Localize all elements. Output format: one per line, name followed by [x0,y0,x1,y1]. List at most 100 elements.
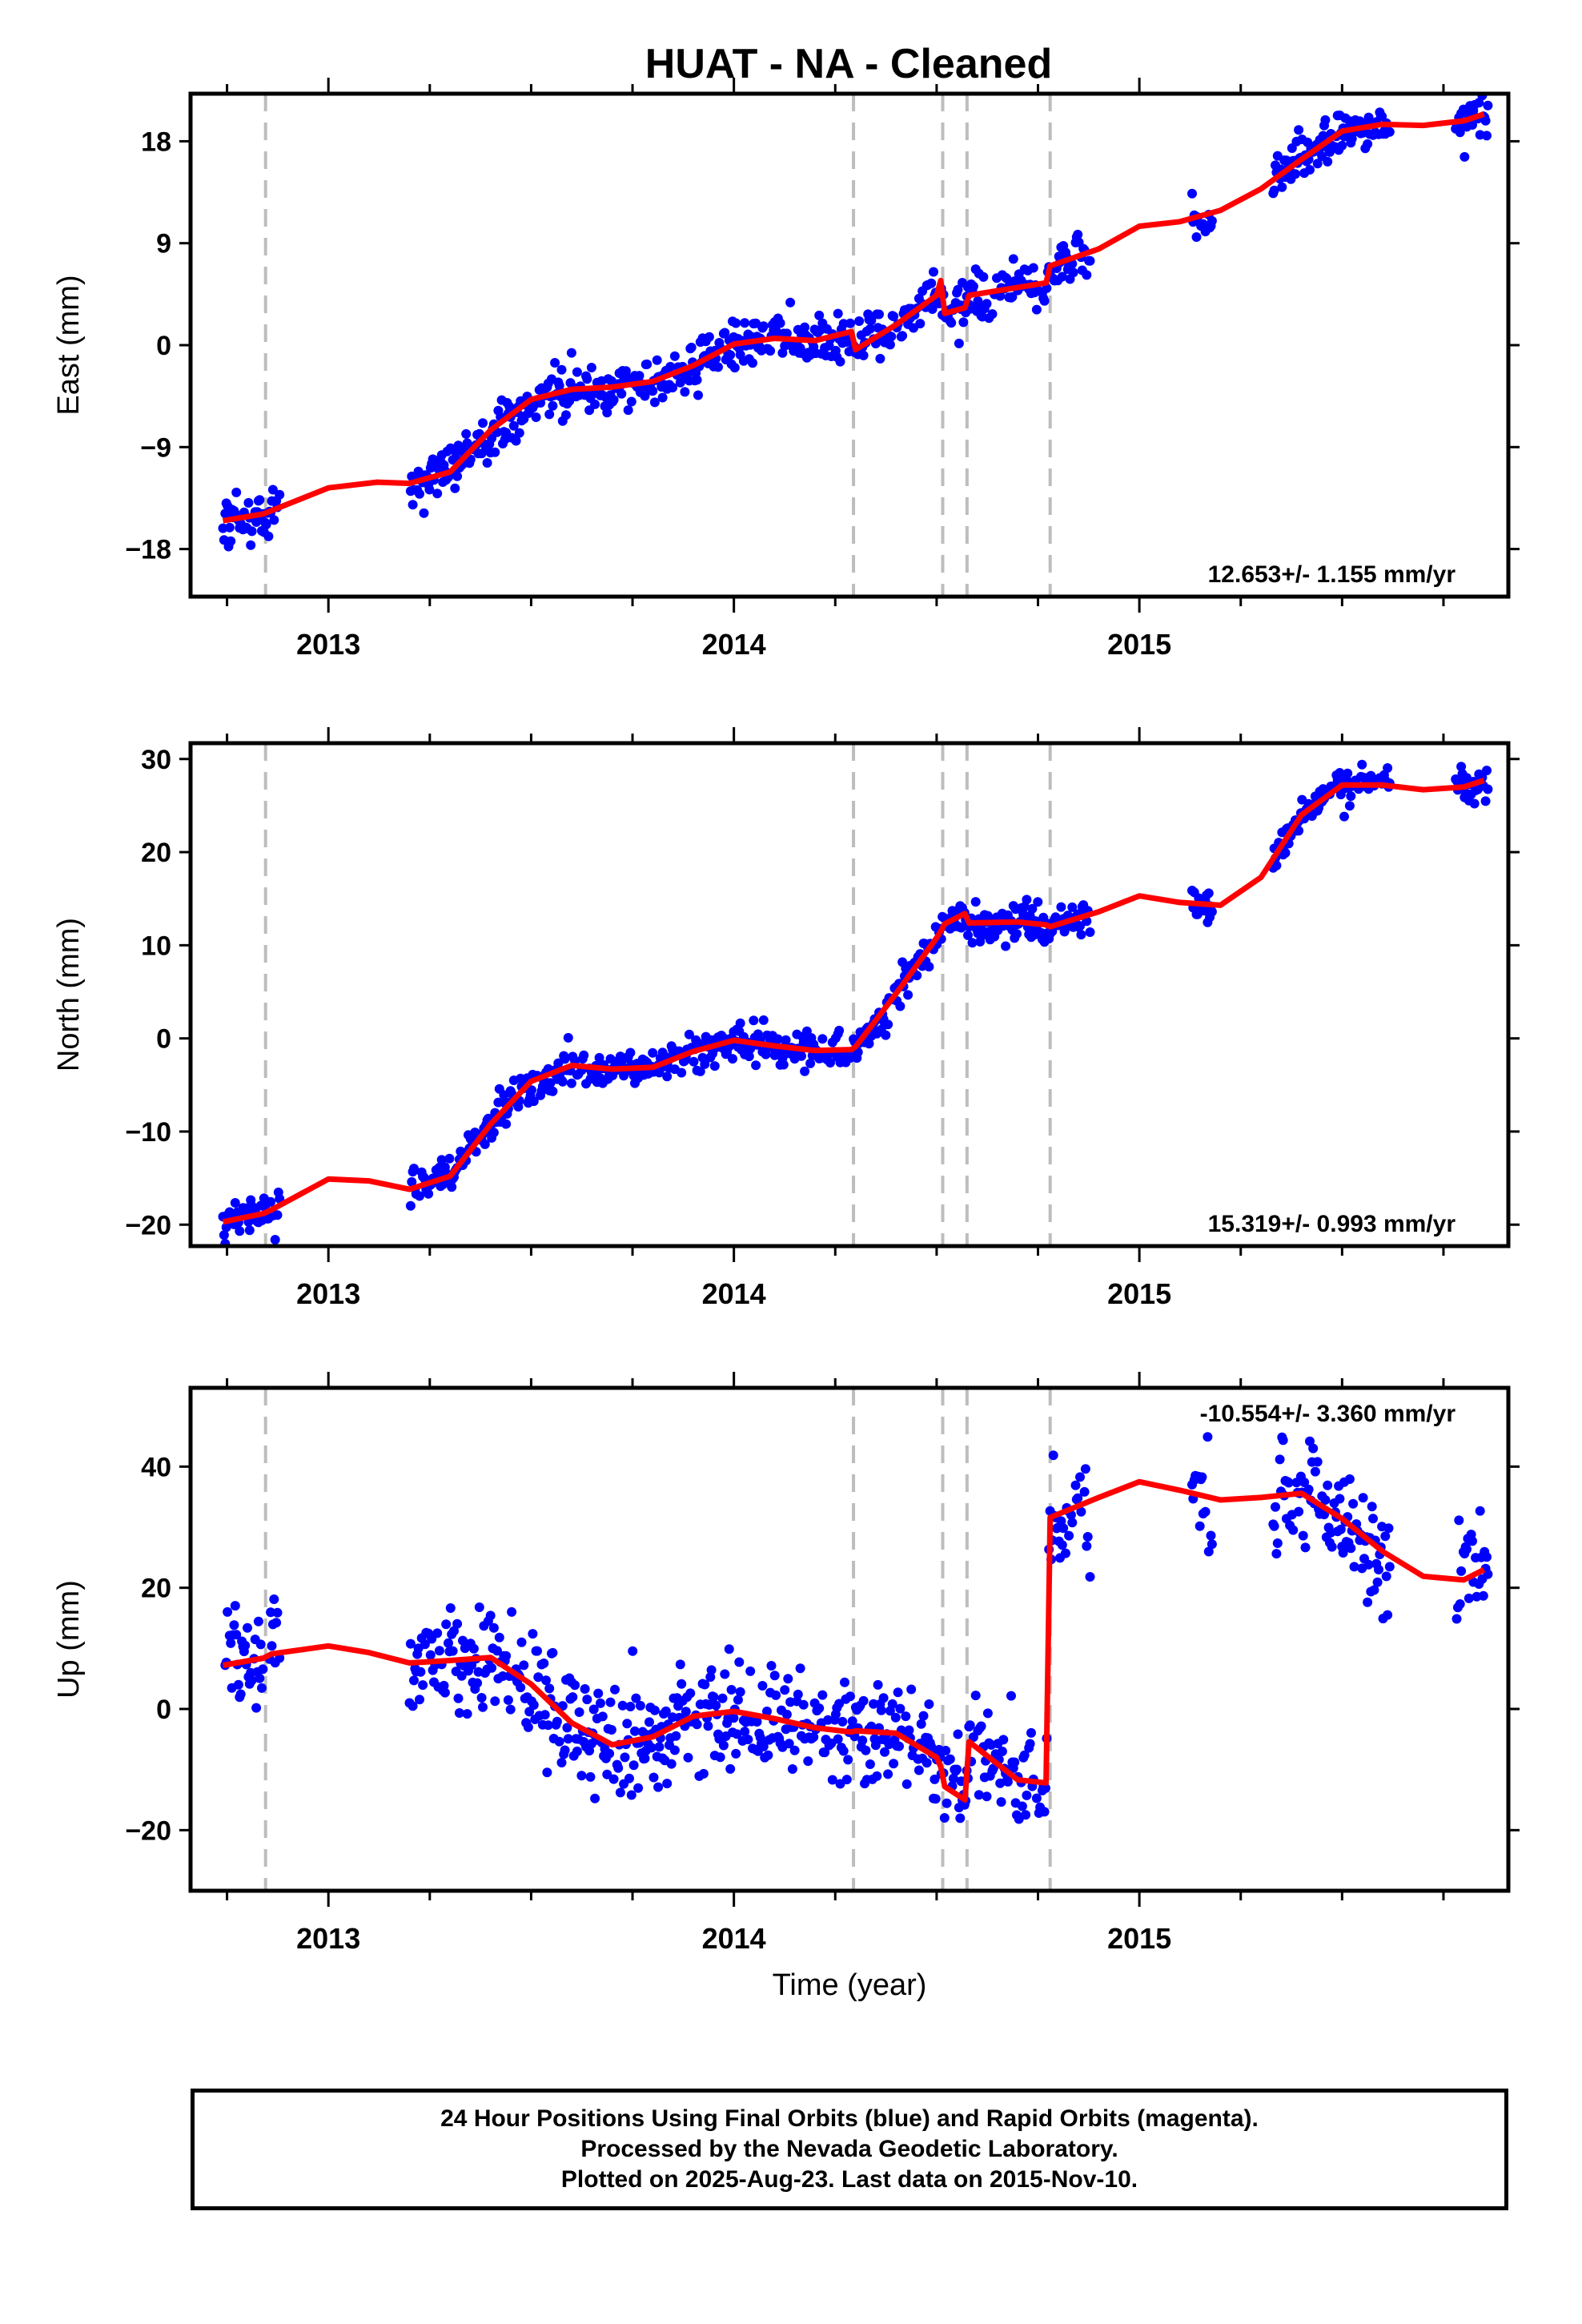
observation-point [498,1671,508,1681]
y-tick-label: 9 [156,229,171,259]
observation-point [733,1695,743,1705]
observation-point [803,1756,813,1767]
observation-point [725,1763,736,1774]
observation-point [405,1638,416,1649]
observation-point [408,500,418,510]
observation-point [987,309,998,320]
x-tick-label: 2013 [296,1922,360,1955]
observation-point [1207,1539,1217,1550]
observation-point [617,1700,628,1711]
observation-point [231,487,242,497]
observation-point [550,358,560,368]
observation-point [873,1679,883,1690]
observation-point [528,1700,539,1710]
observation-point [1346,1543,1356,1554]
observation-point [729,363,740,373]
observation-point [269,515,279,525]
observation-point [640,391,650,401]
observation-point [880,1747,889,1757]
observation-point [554,380,564,391]
observation-point [927,304,938,314]
observation-point [1483,100,1493,111]
observation-point [783,1674,793,1684]
observation-point [996,1797,1006,1807]
observation-point [476,1693,487,1703]
observation-point [1079,1486,1090,1497]
observation-point [766,1661,777,1671]
observation-point [1369,1585,1379,1595]
observation-point [955,1813,966,1823]
observation-point [958,317,969,328]
observation-point [272,1210,283,1220]
observation-point [1082,1532,1093,1542]
observation-point [713,362,723,372]
observation-point [608,395,619,405]
observation-point [706,1665,717,1675]
observation-point [709,1692,719,1702]
observation-point [775,318,785,328]
y-axis-label: Up (mm) [52,1580,86,1699]
observation-point [861,1745,871,1755]
observation-point [590,1793,600,1803]
observation-point [1383,1610,1393,1620]
observation-point [865,1759,875,1769]
x-tick-label: 2015 [1107,1922,1171,1955]
observation-point [1312,159,1323,169]
observation-point [1085,255,1095,266]
panel-2: −20 −10 0 10 20 30 2013 2014 2015 North (mm) 15.31… [52,727,1520,1310]
observation-point [257,1683,267,1693]
observation-point [523,1722,533,1732]
observation-point [858,1695,869,1706]
x-tick-label: 2013 [296,628,360,661]
observation-point [881,1030,891,1040]
observation-point [924,962,934,972]
observation-point [631,1693,641,1703]
observation-point [965,1720,975,1731]
observation-point [1337,140,1347,151]
observation-point [833,1734,843,1744]
observation-point [793,1689,803,1699]
observation-point [1070,1480,1081,1490]
observation-point [769,1671,780,1681]
observation-point [887,1699,897,1709]
observation-point [1308,1443,1319,1454]
observation-point [622,1719,632,1729]
observation-point [903,990,913,1000]
observation-point [544,1683,555,1694]
observation-point [436,1155,447,1165]
y-tick-label: −20 [125,1815,171,1846]
footer-line-2: Processed by the Nevada Geodetic Laborat… [580,2136,1118,2162]
observation-point [838,1746,849,1756]
observation-point [1482,1552,1492,1562]
observation-point [540,1710,550,1720]
observation-point [781,1709,792,1719]
observation-point [1346,791,1356,802]
observation-point [901,1711,911,1722]
observation-point [743,1735,753,1745]
observation-point [780,1685,790,1695]
observation-point [1203,888,1214,899]
observation-point [1048,1450,1058,1461]
observation-point [725,350,736,360]
observation-point [1344,1474,1355,1484]
observation-point [544,409,555,420]
observation-point [514,428,524,438]
observation-point [648,1047,658,1058]
x-axis-label: Time (year) [773,1968,927,2002]
observation-point [1383,763,1393,773]
chart-title: HUAT - NA - Cleaned [645,41,1052,87]
observation-point [1067,902,1078,912]
observation-point [998,1735,1009,1745]
observation-point [809,1732,819,1743]
observation-point [1480,796,1491,806]
observation-point [604,1748,615,1759]
observation-point [478,1702,488,1712]
observation-point [223,1606,233,1617]
observation-point [695,1066,705,1076]
y-tick-label: 40 [141,1452,171,1482]
observation-point [866,316,877,326]
observation-point [580,1684,590,1694]
observation-point [841,1775,852,1785]
observation-point [814,1703,825,1714]
y-tick-label: 0 [156,1024,171,1055]
